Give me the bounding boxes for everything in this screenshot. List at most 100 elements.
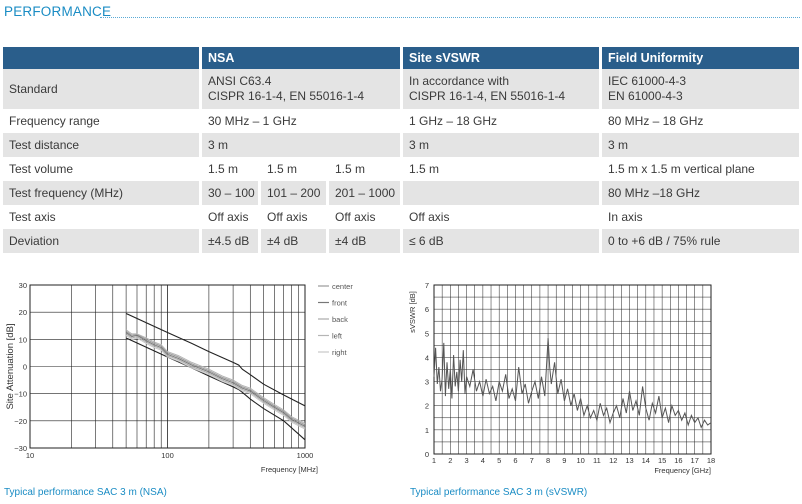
cell-svswr-test-distance: 3 m <box>403 133 602 157</box>
cell-field-test-volume: 1.5 m x 1.5 m vertical plane <box>602 157 799 181</box>
nsa-series-line <box>125 329 306 424</box>
svswr-x-tick-label: 7 <box>530 456 534 465</box>
cell-nsa-test-frequency: 101 – 200 <box>261 181 329 205</box>
cell-nsa-test-axis: Off axis <box>329 205 403 229</box>
cell-line: ANSI C63.4 <box>208 74 272 88</box>
nsa-x-axis-label: Frequency [MHz] <box>261 465 318 474</box>
nsa-x-tick-label: 1000 <box>297 451 314 460</box>
cell-field-standard: IEC 61000-4-3 EN 61000-4-3 <box>602 69 799 109</box>
header-site-svswr: Site sVSWR <box>403 47 602 69</box>
nsa-chart-caption: Typical performance SAC 3 m (NSA) <box>4 487 167 498</box>
cell-nsa-deviation: ±4.5 dB <box>202 229 261 253</box>
svswr-x-tick-label: 14 <box>642 456 650 465</box>
row-label-test-frequency: Test frequency (MHz) <box>3 181 202 205</box>
nsa-legend-label: left <box>332 332 343 341</box>
nsa-y-tick-label: −30 <box>14 444 27 453</box>
svswr-y-tick-label: 2 <box>425 402 429 411</box>
cell-nsa-deviation: ±4 dB <box>329 229 403 253</box>
svswr-x-tick-label: 15 <box>658 456 666 465</box>
cell-field-test-axis: In axis <box>602 205 799 229</box>
cell-line: CISPR 16-1-4, EN 55016-1-4 <box>208 89 365 103</box>
svswr-x-tick-label: 16 <box>674 456 682 465</box>
row-label-deviation: Deviation <box>3 229 202 253</box>
svswr-chart: 1 2 3 4 5 6 7 8 9 10 11 12 13 14 15 16 17 1801234567sVSWR… <box>408 281 715 475</box>
table-row-deviation: Deviation ±4.5 dB ±4 dB ±4 dB ≤ 6 dB 0 t… <box>3 229 799 253</box>
nsa-y-tick-label: 30 <box>19 281 27 290</box>
cell-svswr-test-axis: Off axis <box>403 205 602 229</box>
nsa-y-tick-label: −10 <box>14 390 27 399</box>
nsa-limit-line <box>125 313 306 407</box>
svswr-y-tick-label: 4 <box>425 353 429 362</box>
cell-line: EN 61000-4-3 <box>608 89 683 103</box>
nsa-y-tick-label: 0 <box>23 363 27 372</box>
nsa-legend-label: center <box>332 282 353 291</box>
cell-nsa-standard: ANSI C63.4 CISPR 16-1-4, EN 55016-1-4 <box>202 69 403 109</box>
performance-table: NSA Site sVSWR Field Uniformity Standard… <box>3 47 799 253</box>
section-title-rule <box>100 17 800 18</box>
section-title: PERFORMANCE <box>4 4 112 19</box>
nsa-y-tick-label: −20 <box>14 417 27 426</box>
svswr-series-line <box>433 338 712 429</box>
svswr-y-tick-label: 1 <box>425 426 429 435</box>
cell-svswr-deviation: ≤ 6 dB <box>403 229 602 253</box>
svswr-x-tick-label: 4 <box>481 456 485 465</box>
svswr-x-tick-label: 9 <box>562 456 566 465</box>
svswr-x-tick-label: 13 <box>625 456 633 465</box>
cell-svswr-standard: In accordance with CISPR 16-1-4, EN 5501… <box>403 69 602 109</box>
cell-line: IEC 61000-4-3 <box>608 74 687 88</box>
svswr-x-tick-label: 18 <box>707 456 715 465</box>
table-row-test-axis: Test axis Off axis Off axis Off axis Off… <box>3 205 799 229</box>
cell-field-test-distance: 3 m <box>602 133 799 157</box>
svswr-x-tick-label: 12 <box>609 456 617 465</box>
svswr-x-tick-label: 10 <box>576 456 584 465</box>
cell-nsa-frequency-range: 30 MHz – 1 GHz <box>202 109 403 133</box>
svswr-y-tick-label: 5 <box>425 329 429 338</box>
row-label-test-distance: Test distance <box>3 133 202 157</box>
nsa-y-axis-label: Site Attenuation [dB] <box>5 323 16 409</box>
cell-nsa-test-volume: 1.5 m <box>329 157 403 181</box>
svswr-x-tick-label: 5 <box>497 456 501 465</box>
svswr-x-tick-label: 11 <box>593 456 601 465</box>
cell-nsa-test-axis: Off axis <box>202 205 261 229</box>
cell-svswr-test-volume: 1.5 m <box>403 157 602 181</box>
nsa-x-tick-label: 10 <box>26 451 34 460</box>
svswr-y-tick-label: 7 <box>425 281 429 290</box>
cell-nsa-test-volume: 1.5 m <box>261 157 329 181</box>
table-row-test-volume: Test volume 1.5 m 1.5 m 1.5 m 1.5 m 1.5 … <box>3 157 799 181</box>
svswr-x-tick-label: 17 <box>691 456 699 465</box>
table-row-test-frequency: Test frequency (MHz) 30 – 100 101 – 200 … <box>3 181 799 205</box>
svswr-x-tick-label: 3 <box>465 456 469 465</box>
cell-field-frequency-range: 80 MHz – 18 GHz <box>602 109 799 133</box>
header-field-uniformity: Field Uniformity <box>602 47 799 69</box>
nsa-legend-label: right <box>332 348 348 357</box>
nsa-y-tick-label: 10 <box>19 335 27 344</box>
svswr-y-tick-label: 0 <box>425 450 429 459</box>
svswr-chart-caption: Typical performance SAC 3 m (sVSWR) <box>410 487 588 498</box>
nsa-series-line <box>125 333 306 429</box>
cell-svswr-test-frequency <box>403 181 602 205</box>
nsa-legend-label: back <box>332 315 348 324</box>
table-row-standard: Standard ANSI C63.4 CISPR 16-1-4, EN 550… <box>3 69 799 109</box>
svswr-x-tick-label: 8 <box>546 456 550 465</box>
nsa-legend-label: front <box>332 299 348 308</box>
cell-nsa-test-distance: 3 m <box>202 133 403 157</box>
row-label-test-volume: Test volume <box>3 157 202 181</box>
svswr-y-tick-label: 6 <box>425 305 429 314</box>
svswr-x-tick-label: 6 <box>513 456 517 465</box>
svswr-x-tick-label: 2 <box>448 456 452 465</box>
cell-field-deviation: 0 to +6 dB / 75% rule <box>602 229 799 253</box>
header-empty <box>3 47 202 69</box>
cell-nsa-deviation: ±4 dB <box>261 229 329 253</box>
table-header-row: NSA Site sVSWR Field Uniformity <box>3 47 799 69</box>
table-row-test-distance: Test distance 3 m 3 m 3 m <box>3 133 799 157</box>
nsa-x-tick-label: 100 <box>161 451 174 460</box>
cell-line: In accordance with <box>409 74 510 88</box>
svswr-y-tick-label: 3 <box>425 378 429 387</box>
cell-line: CISPR 16-1-4, EN 55016-1-4 <box>409 89 566 103</box>
cell-svswr-frequency-range: 1 GHz – 18 GHz <box>403 109 602 133</box>
table-row-frequency-range: Frequency range 30 MHz – 1 GHz 1 GHz – 1… <box>3 109 799 133</box>
cell-nsa-test-frequency: 30 – 100 <box>202 181 261 205</box>
row-label-standard: Standard <box>3 69 202 109</box>
cell-nsa-test-frequency: 201 – 1000 <box>329 181 403 205</box>
